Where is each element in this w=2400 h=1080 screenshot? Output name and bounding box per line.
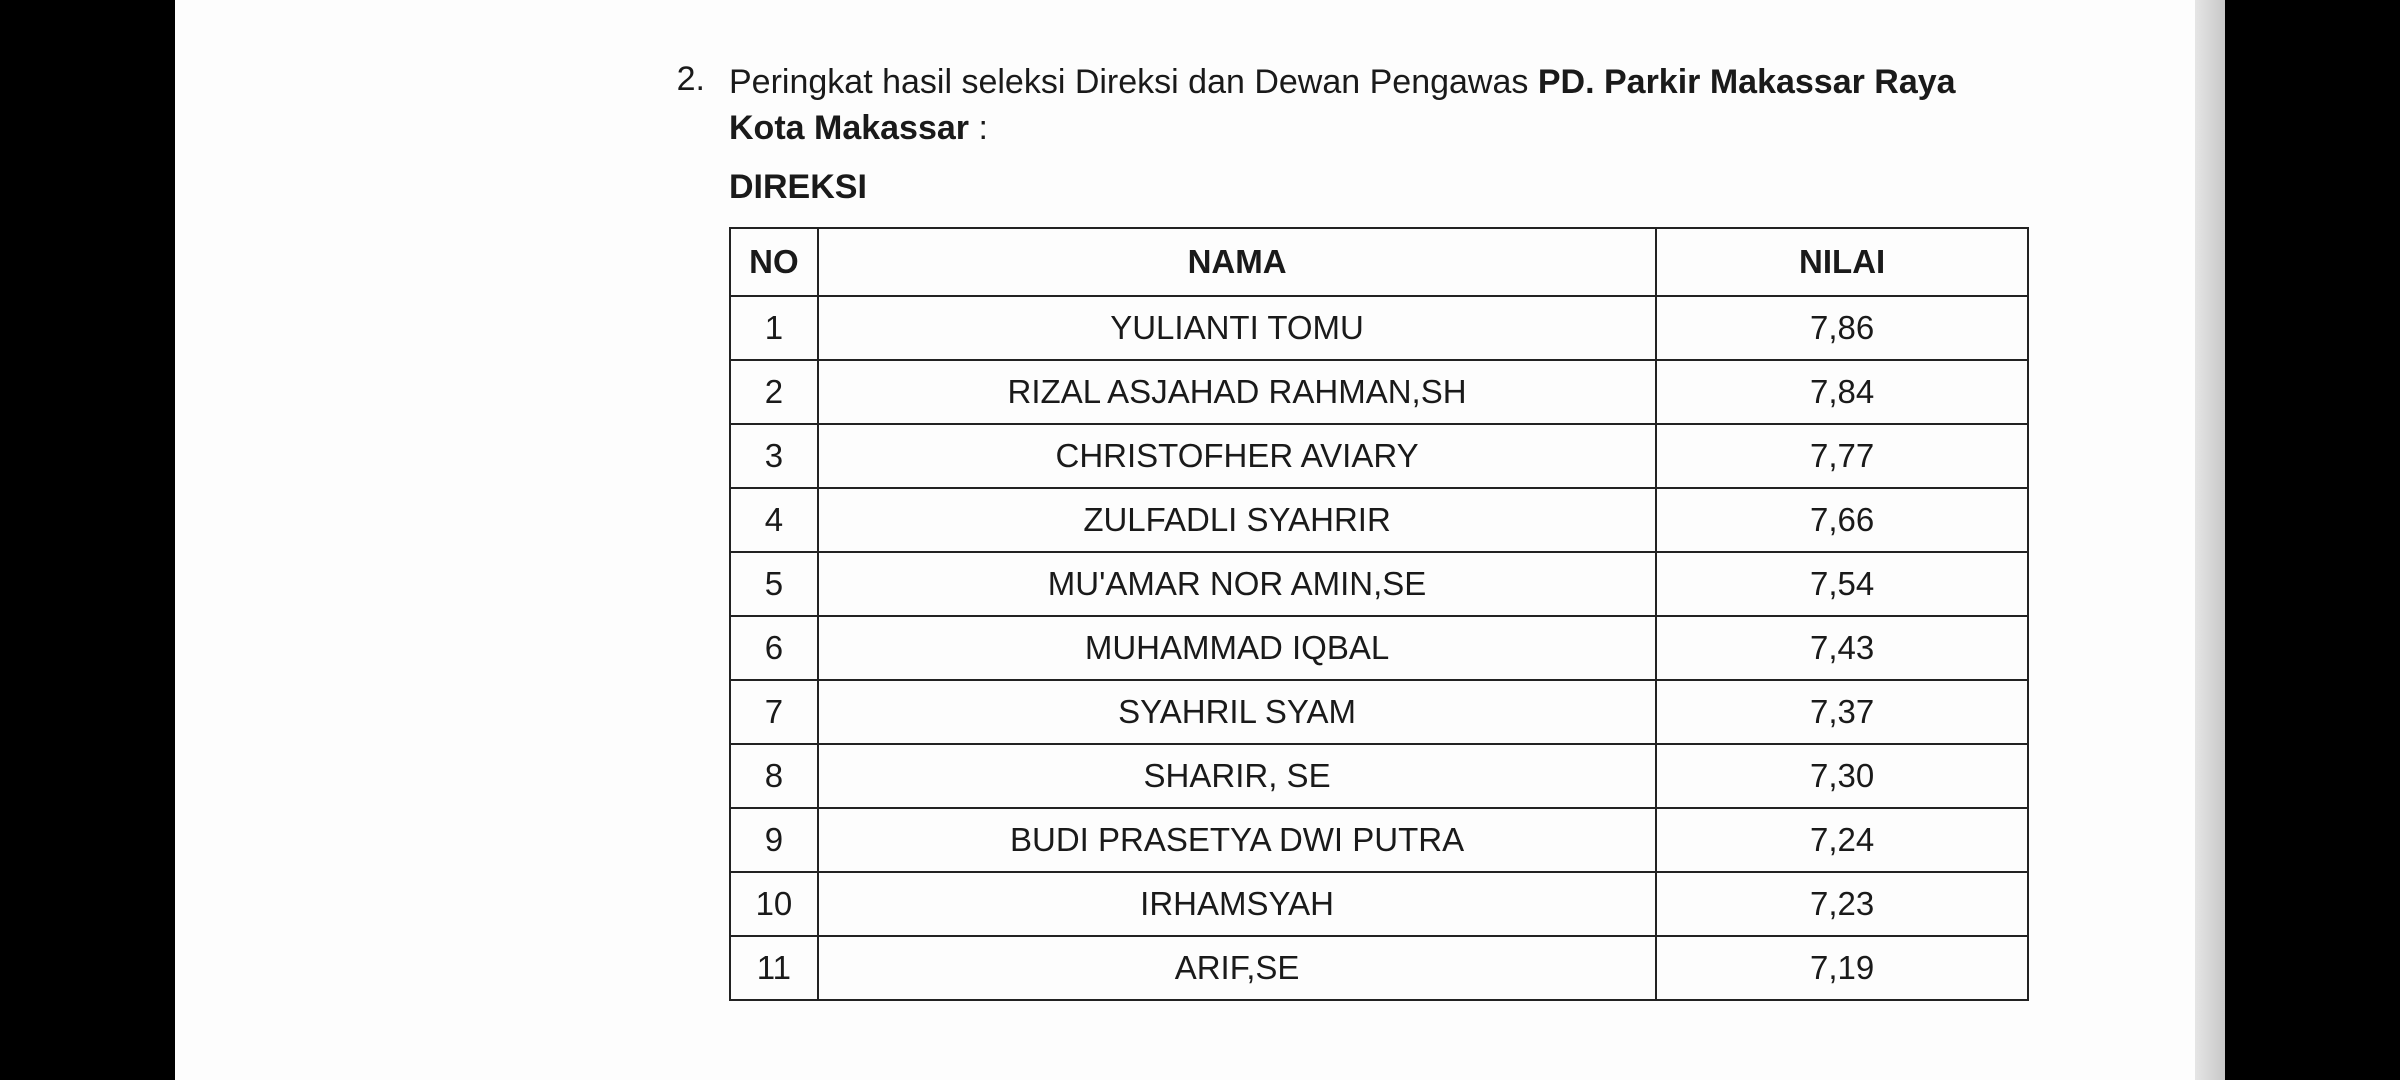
cell-nilai: 7,43 [1656,616,2028,680]
section-subheading: DIREKSI [729,168,1965,207]
cell-no: 10 [730,872,818,936]
cell-nilai: 7,30 [1656,744,2028,808]
cell-no: 5 [730,552,818,616]
cell-no: 11 [730,936,818,1000]
cell-nama: MUHAMMAD IQBAL [818,616,1656,680]
cell-nilai: 7,37 [1656,680,2028,744]
table-row: 3CHRISTOFHER AVIARY7,77 [730,424,2028,488]
section-number: 2. [665,60,705,99]
section-text-post: : [969,109,988,147]
section-text: Peringkat hasil seleksi Direksi dan Dewa… [729,60,1965,152]
cell-nama: ARIF,SE [818,936,1656,1000]
table-row: 9BUDI PRASETYA DWI PUTRA7,24 [730,808,2028,872]
cell-nilai: 7,54 [1656,552,2028,616]
cell-no: 6 [730,616,818,680]
table-row: 10IRHAMSYAH7,23 [730,872,2028,936]
cell-no: 2 [730,360,818,424]
cell-nilai: 7,77 [1656,424,2028,488]
cell-nama: MU'AMAR NOR AMIN,SE [818,552,1656,616]
cell-nama: IRHAMSYAH [818,872,1656,936]
cell-no: 8 [730,744,818,808]
cell-nama: SHARIR, SE [818,744,1656,808]
cell-nama: SYAHRIL SYAM [818,680,1656,744]
col-header-no: NO [730,228,818,296]
table-row: 4ZULFADLI SYAHRIR7,66 [730,488,2028,552]
cell-nama: RIZAL ASJAHAD RAHMAN,SH [818,360,1656,424]
cell-no: 1 [730,296,818,360]
cell-no: 4 [730,488,818,552]
table-row: 8SHARIR, SE7,30 [730,744,2028,808]
col-header-nilai: NILAI [1656,228,2028,296]
cell-nilai: 7,66 [1656,488,2028,552]
cell-nama: CHRISTOFHER AVIARY [818,424,1656,488]
table-row: 11ARIF,SE7,19 [730,936,2028,1000]
col-header-nama: NAMA [818,228,1656,296]
cell-nama: BUDI PRASETYA DWI PUTRA [818,808,1656,872]
cell-nilai: 7,23 [1656,872,2028,936]
table-row: 7SYAHRIL SYAM7,37 [730,680,2028,744]
cell-nilai: 7,86 [1656,296,2028,360]
cell-nilai: 7,24 [1656,808,2028,872]
table-row: 6MUHAMMAD IQBAL7,43 [730,616,2028,680]
table-header-row: NO NAMA NILAI [730,228,2028,296]
table-row: 2RIZAL ASJAHAD RAHMAN,SH7,84 [730,360,2028,424]
document-page: 2. Peringkat hasil seleksi Direksi dan D… [175,0,2225,1080]
cell-nilai: 7,84 [1656,360,2028,424]
cell-no: 9 [730,808,818,872]
section-text-pre: Peringkat hasil seleksi Direksi dan Dewa… [729,63,1538,101]
cell-no: 7 [730,680,818,744]
cell-no: 3 [730,424,818,488]
table-row: 5MU'AMAR NOR AMIN,SE7,54 [730,552,2028,616]
cell-nama: ZULFADLI SYAHRIR [818,488,1656,552]
section-heading: 2. Peringkat hasil seleksi Direksi dan D… [665,60,1965,152]
direksi-table: NO NAMA NILAI 1YULIANTI TOMU7,862RIZAL A… [729,227,2029,1001]
table-row: 1YULIANTI TOMU7,86 [730,296,2028,360]
cell-nama: YULIANTI TOMU [818,296,1656,360]
cell-nilai: 7,19 [1656,936,2028,1000]
